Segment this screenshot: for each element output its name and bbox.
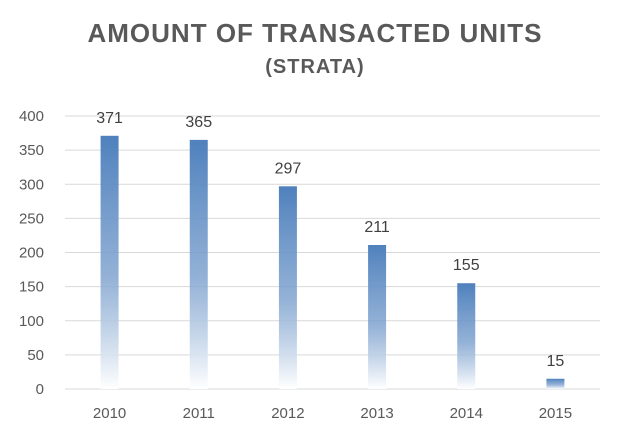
bar — [189, 139, 208, 389]
x-tick-label: 2013 — [360, 405, 393, 422]
data-label: 155 — [453, 257, 480, 274]
x-tick-label: 2015 — [539, 405, 572, 422]
x-tick-label: 2011 — [183, 405, 215, 422]
data-labels: 371 365 297 211 155 15 — [96, 110, 564, 370]
y-tick-label: 200 — [19, 245, 44, 262]
bar — [278, 186, 297, 389]
bar — [546, 378, 565, 389]
data-label: 365 — [185, 114, 212, 131]
chart-title: AMOUNT OF TRANSACTED UNITS — [87, 18, 543, 48]
y-tick-label: 0 — [36, 381, 44, 398]
bars — [100, 135, 565, 389]
gridlines — [65, 115, 600, 390]
bar — [100, 135, 119, 389]
bar — [368, 244, 387, 389]
data-label: 15 — [547, 353, 565, 370]
y-tick-label: 250 — [19, 210, 44, 227]
chart-subtitle: (STRATA) — [265, 56, 365, 78]
y-tick-label: 300 — [19, 176, 44, 193]
y-tick-label: 400 — [19, 108, 44, 125]
x-tick-label: 2014 — [450, 405, 483, 422]
y-axis: 0 50 100 150 200 250 300 350 400 — [19, 108, 44, 398]
y-tick-label: 100 — [19, 313, 44, 330]
bar — [457, 283, 476, 389]
data-label: 371 — [96, 110, 123, 127]
x-tick-label: 2010 — [93, 405, 126, 422]
x-axis: 2010 2011 2012 2013 2014 2015 — [93, 405, 572, 422]
data-label: 297 — [275, 160, 302, 177]
y-tick-label: 50 — [27, 347, 44, 364]
y-tick-label: 150 — [19, 279, 44, 296]
y-tick-label: 350 — [19, 142, 44, 159]
x-tick-label: 2012 — [271, 405, 304, 422]
data-label: 211 — [364, 219, 390, 236]
